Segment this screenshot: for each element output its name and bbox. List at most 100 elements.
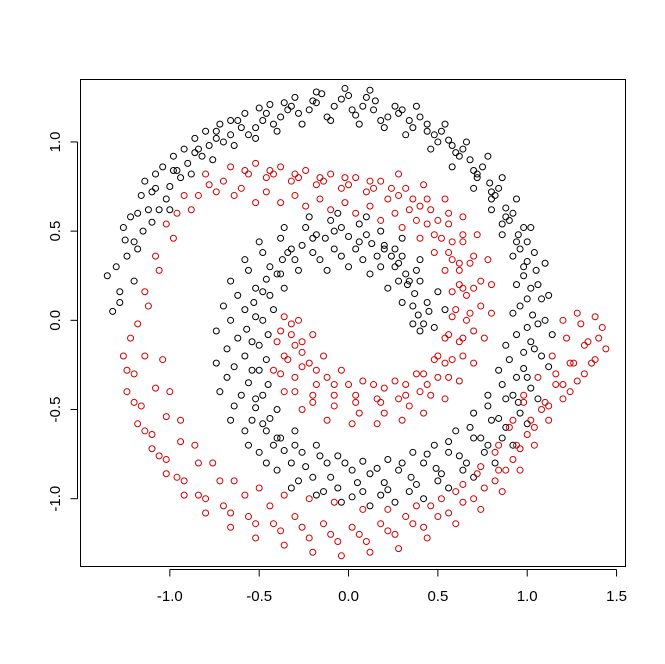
scatter-point: [320, 177, 328, 185]
scatter-point: [252, 124, 260, 132]
scatter-point: [434, 477, 442, 485]
scatter-point: [384, 505, 392, 513]
scatter-point: [216, 477, 224, 485]
scatter-point: [434, 352, 442, 360]
scatter-point: [355, 120, 363, 128]
scatter-point: [241, 352, 249, 360]
scatter-point: [273, 434, 281, 442]
scatter-point: [359, 377, 367, 385]
scatter-point: [320, 488, 328, 496]
scatter-point: [430, 323, 438, 331]
scatter-point: [380, 384, 388, 392]
scatter-point: [423, 534, 431, 542]
scatter-point: [320, 520, 328, 528]
scatter-point: [262, 109, 270, 117]
scatter-point: [462, 291, 470, 299]
scatter-point: [398, 106, 406, 114]
scatter-point: [459, 466, 467, 474]
scatter-point: [513, 331, 520, 339]
scatter-point: [502, 466, 510, 474]
scatter-point: [166, 183, 174, 191]
scatter-point: [264, 331, 272, 339]
scatter-point: [395, 170, 403, 178]
scatter-point: [459, 231, 467, 239]
scatter-point: [241, 491, 249, 499]
scatter-point: [366, 202, 374, 210]
scatter-point: [148, 218, 156, 226]
scatter-point: [209, 156, 217, 164]
scatter-point: [234, 334, 242, 342]
scatter-point: [373, 395, 381, 403]
scatter-point: [173, 473, 181, 481]
scatter-point: [377, 177, 385, 185]
scatter-point: [416, 388, 424, 396]
scatter-point: [352, 245, 360, 253]
scatter-point: [377, 227, 385, 235]
scatter-point: [337, 224, 345, 232]
scatter-point: [127, 334, 135, 342]
scatter-point: [425, 307, 433, 315]
scatter-point: [509, 441, 517, 449]
scatter-point: [402, 381, 410, 389]
scatter-point: [277, 327, 285, 335]
scatter-point: [377, 216, 385, 224]
scatter-point: [248, 416, 256, 424]
scatter-point: [345, 263, 353, 271]
scatter-point: [404, 281, 411, 289]
scatter-point: [227, 163, 235, 171]
scatter-point: [362, 213, 370, 221]
scatter-point: [430, 441, 438, 449]
scatter-point: [420, 495, 428, 503]
scatter-point: [520, 364, 528, 372]
scatter-point: [520, 224, 528, 232]
scatter-point: [427, 206, 435, 214]
scatter-point: [430, 231, 438, 239]
scatter-point: [353, 479, 361, 487]
scatter-point: [466, 309, 474, 317]
scatter-point: [277, 370, 285, 378]
scatter-point: [166, 206, 174, 214]
scatter-point: [409, 302, 417, 310]
scatter-point: [377, 398, 385, 406]
scatter-point: [103, 272, 111, 280]
scatter-point: [462, 459, 470, 467]
scatter-point: [527, 284, 535, 292]
y-tick-label: 0.0: [47, 310, 64, 331]
scatter-point: [527, 338, 535, 346]
scatter-point: [462, 138, 470, 146]
scatter-point: [341, 84, 349, 92]
scatter-point: [305, 359, 313, 367]
scatter-point: [298, 338, 306, 346]
scatter-point: [219, 138, 227, 146]
scatter-point: [513, 238, 520, 246]
scatter-point: [352, 209, 360, 217]
scatter-point: [202, 170, 210, 178]
scatter-point: [516, 445, 524, 453]
points-layer: [103, 84, 610, 560]
scatter-point: [334, 209, 342, 217]
scatter-point: [470, 252, 478, 260]
scatter-point: [173, 209, 181, 217]
scatter-point: [255, 448, 263, 456]
scatter-point: [414, 311, 422, 319]
scatter-point: [498, 174, 506, 182]
scatter-point: [123, 366, 131, 374]
scatter-point: [423, 450, 431, 458]
scatter-point: [416, 327, 424, 335]
scatter-point: [269, 441, 277, 449]
scatter-point: [409, 124, 417, 132]
scatter-point: [545, 363, 553, 371]
scatter-point: [327, 530, 335, 538]
scatter-point: [212, 359, 220, 367]
scatter-point: [252, 159, 260, 167]
scatter-point: [459, 238, 467, 246]
scatter-point: [370, 184, 378, 192]
scatter-point: [180, 491, 188, 499]
scatter-point: [327, 117, 335, 125]
scatter-point: [119, 352, 127, 360]
scatter-point: [445, 448, 453, 456]
scatter-point: [123, 388, 131, 396]
scatter-point: [420, 523, 428, 531]
scatter-point: [395, 466, 403, 474]
scatter-point: [498, 220, 506, 228]
